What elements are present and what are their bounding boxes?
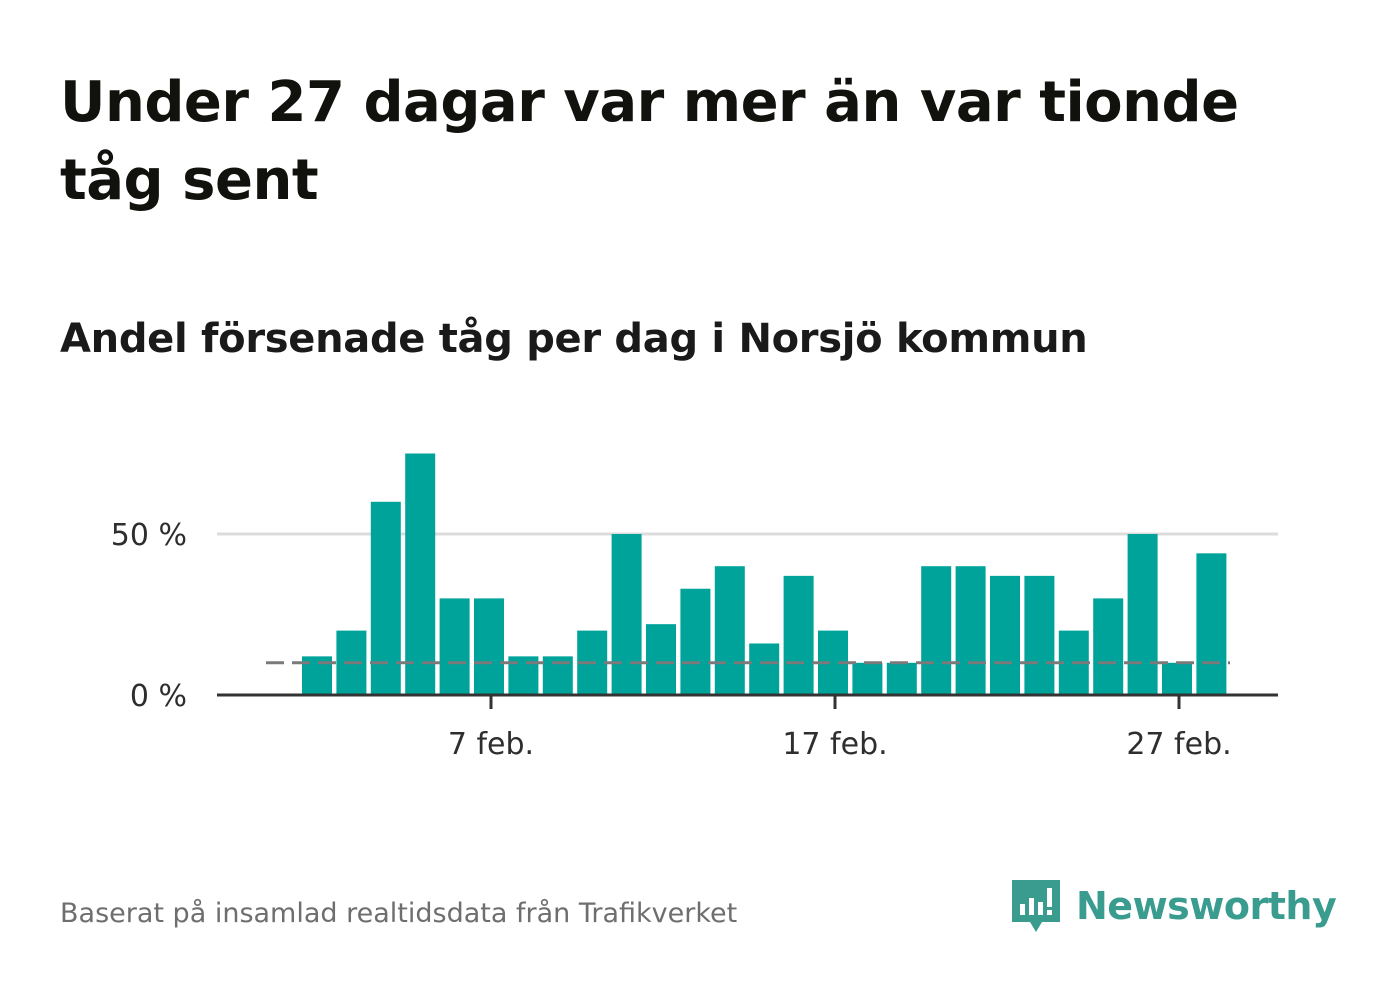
bar-12-feb	[646, 624, 676, 695]
axis-layer: 0 % 50 % 7 feb. 17 feb. 27 feb.	[111, 518, 1278, 762]
chart-title: Under 27 dagar var mer än var tionde tåg…	[60, 70, 1239, 213]
y-tick-label: 50 %	[111, 518, 187, 553]
bar-chart: 0 % 50 % 7 feb. 17 feb. 27 feb.	[111, 453, 1278, 762]
x-tick-label: 27 feb.	[1126, 727, 1231, 762]
y-tick-label: 0 %	[130, 679, 187, 714]
bar-14-feb	[714, 566, 745, 695]
bar-19-feb	[886, 662, 917, 695]
bar-21-feb	[955, 566, 986, 695]
source-note: Baserat på insamlad realtidsdata från Tr…	[60, 898, 738, 929]
bar-7-feb	[474, 598, 504, 695]
chart-subtitle: Andel försenade tåg per dag i Norsjö kom…	[60, 316, 1088, 362]
newsworthy-logo-icon	[1012, 880, 1060, 932]
bar-5-feb	[405, 453, 436, 695]
x-tick-label: 7 feb.	[448, 727, 534, 762]
bar-13-feb	[680, 588, 711, 695]
newsworthy-logo: Newsworthy	[1010, 876, 1337, 936]
bar-28-feb	[1196, 553, 1227, 695]
bar-layer	[302, 453, 1227, 695]
bar-18-feb	[852, 662, 883, 695]
bar-11-feb	[611, 534, 642, 695]
bar-22-feb	[990, 575, 1020, 695]
bar-15-feb	[749, 643, 780, 695]
bar-25-feb	[1093, 598, 1124, 695]
bar-27-feb	[1162, 662, 1192, 695]
bar-6-feb	[439, 598, 470, 695]
bar-20-feb	[921, 566, 952, 695]
bar-16-feb	[783, 575, 814, 695]
bar-4-feb	[370, 501, 401, 695]
bar-26-feb	[1127, 534, 1158, 695]
bar-23-feb	[1024, 575, 1055, 695]
x-tick-label: 17 feb.	[782, 727, 887, 762]
newsworthy-logo-text: Newsworthy	[1076, 884, 1337, 928]
